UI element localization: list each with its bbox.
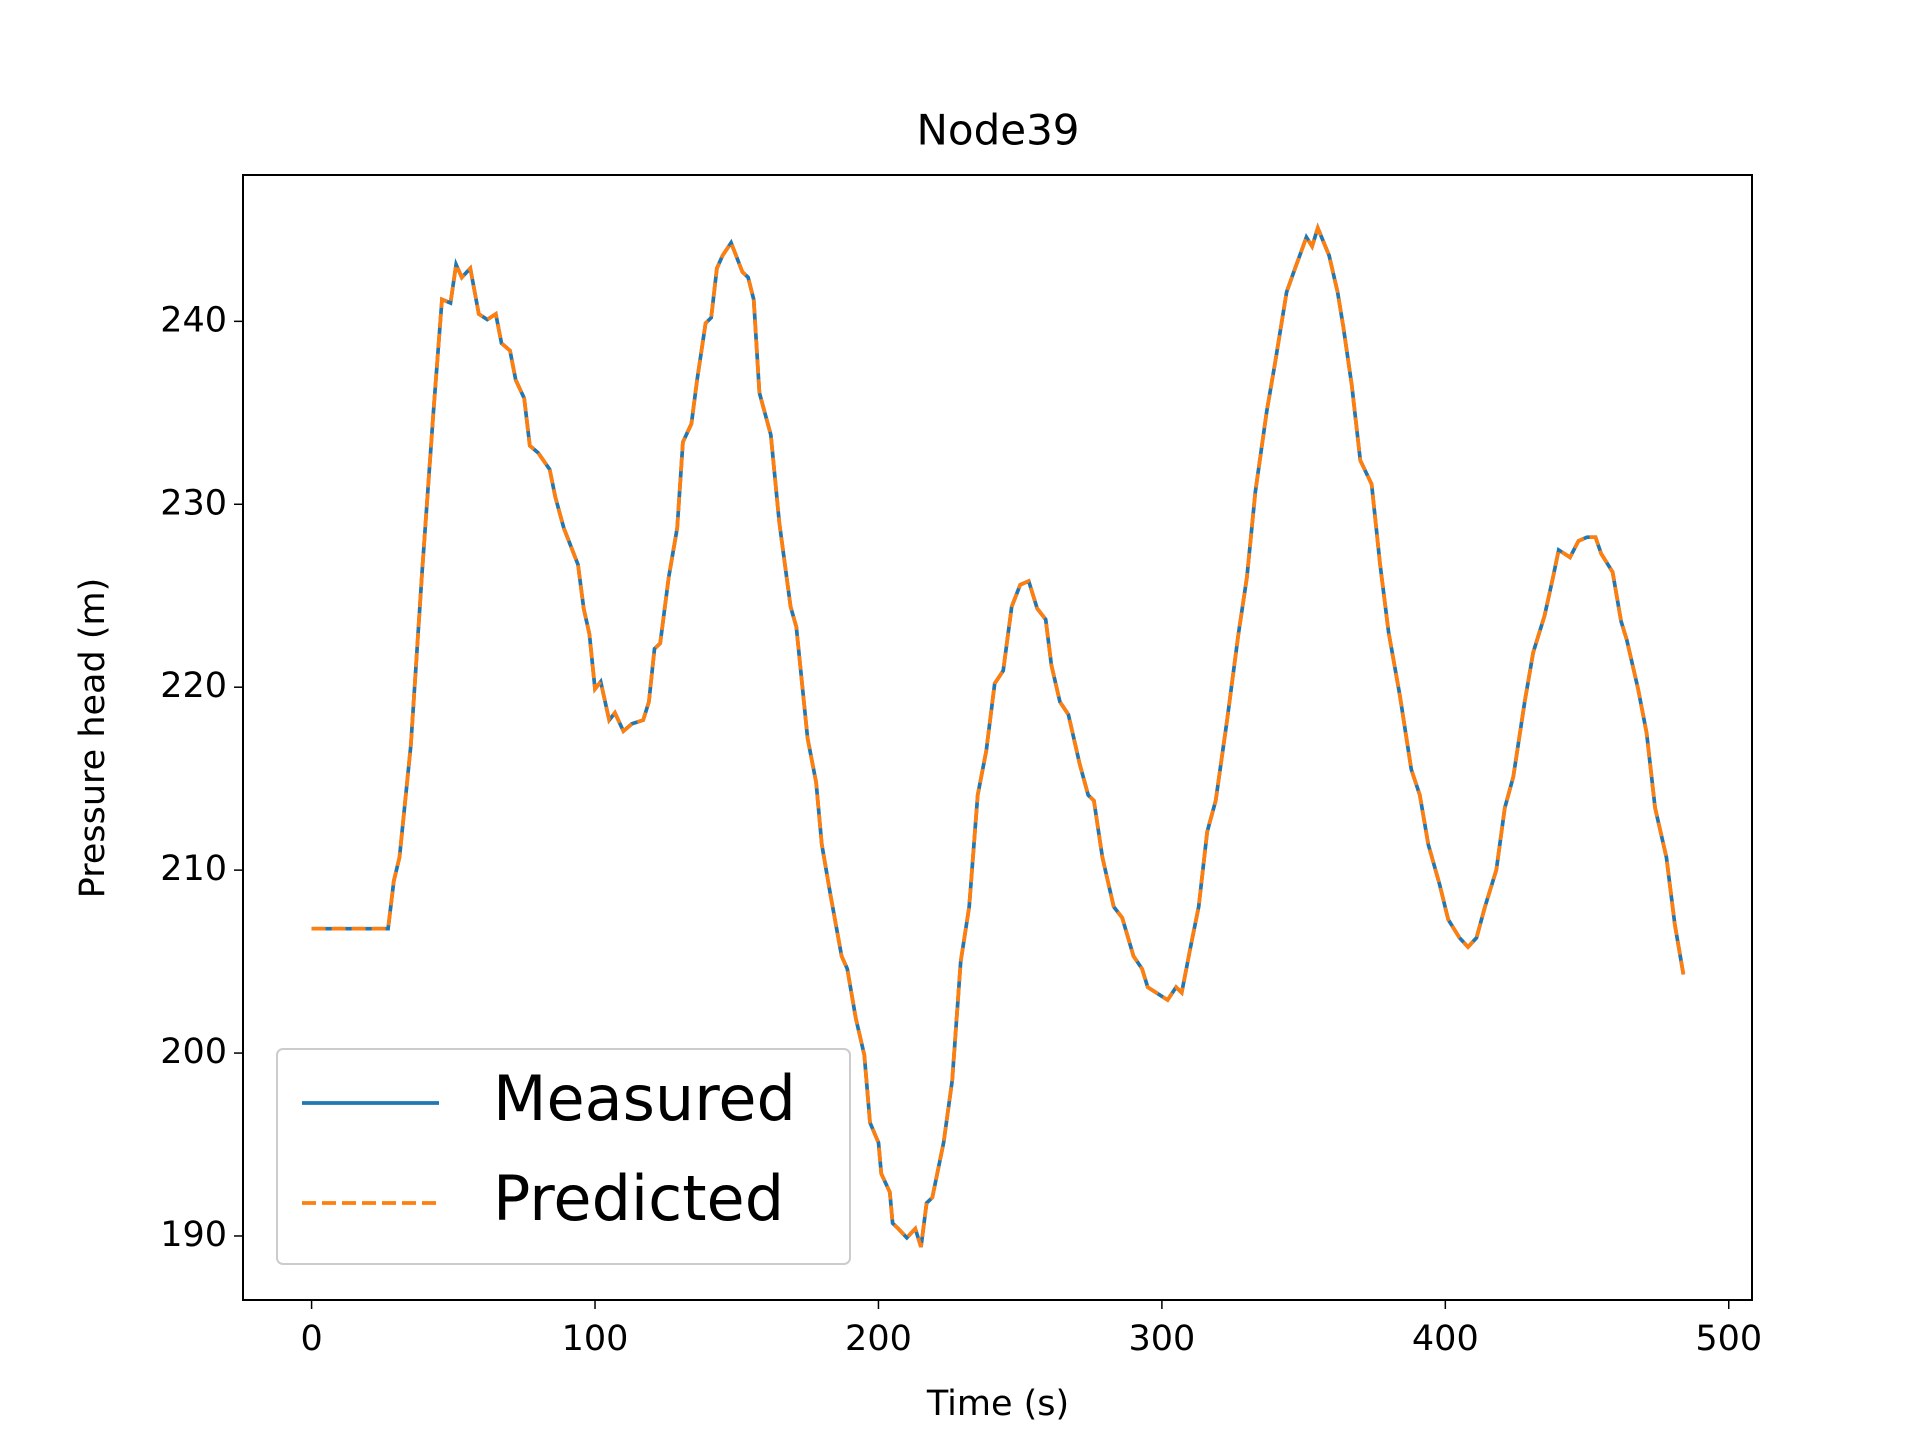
y-tick-label: 230 (160, 483, 227, 523)
x-tick-label: 300 (1128, 1319, 1195, 1359)
legend-label: Predicted (493, 1162, 784, 1235)
y-axis-label: Pressure head (m) (73, 578, 113, 899)
chart-title: Node39 (916, 106, 1079, 155)
x-axis-label: Time (s) (926, 1384, 1069, 1424)
x-tick-label: 100 (562, 1319, 629, 1359)
y-tick-label: 200 (160, 1032, 227, 1072)
legend-label: Measured (493, 1062, 796, 1135)
x-tick-label: 0 (300, 1319, 322, 1359)
y-tick-label: 220 (160, 666, 227, 706)
series-line (311, 222, 1686, 1248)
y-tick-label: 190 (160, 1215, 227, 1255)
x-tick-label: 400 (1412, 1319, 1479, 1359)
x-tick-label: 200 (845, 1319, 912, 1359)
y-tick-label: 240 (160, 300, 227, 340)
y-tick-label: 210 (160, 849, 227, 889)
plot-frame (242, 174, 1753, 1301)
x-tick-label: 500 (1695, 1319, 1762, 1359)
